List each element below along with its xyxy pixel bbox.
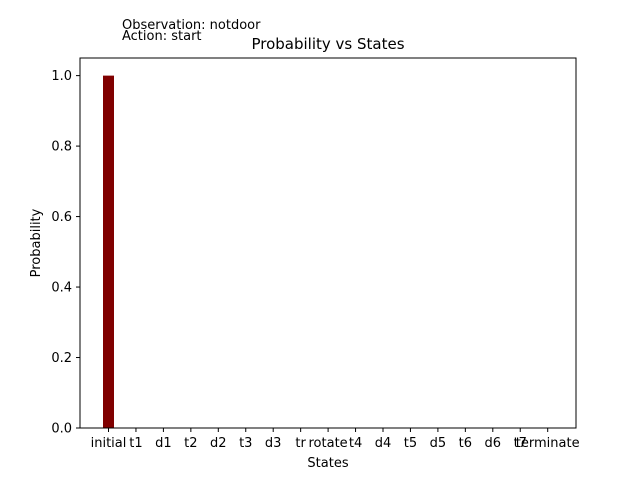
plot-frame: [79, 57, 577, 429]
x-tick-label-d1: d1: [155, 436, 172, 451]
y-tick-label-1.0: 1.0: [51, 69, 72, 84]
bar-initial: [103, 75, 114, 428]
chart-title: Probability vs States: [251, 35, 404, 53]
x-tick-label-t2: t2: [184, 436, 197, 451]
x-tick-label-t7: t7: [514, 436, 527, 451]
y-tick-label-0.2: 0.2: [51, 351, 72, 366]
y-tick-label-0.0: 0.0: [51, 422, 72, 437]
x-tick-label-terminate: terminate: [516, 436, 580, 451]
x-tick-label-t6: t6: [459, 436, 472, 451]
y-axis-label: Probability: [29, 208, 44, 277]
x-tick-label-t1: t1: [129, 436, 142, 451]
x-tick-label-d2: d2: [210, 436, 227, 451]
x-tick-label-t4: t4: [349, 436, 362, 451]
x-tick-label-initial: initial: [91, 436, 127, 451]
observation-annotation: Observation: notdoor: [122, 18, 261, 33]
action-annotation: Action: start: [122, 29, 202, 44]
x-tick-label-d4: d4: [375, 436, 392, 451]
x-tick-label-d6: d6: [485, 436, 502, 451]
y-tick-label-0.8: 0.8: [51, 140, 72, 155]
x-tick-label-tr: tr: [295, 436, 306, 451]
x-axis-label: States: [307, 456, 348, 471]
x-tick-label-rotate: rotate: [309, 436, 348, 451]
y-tick-label-0.4: 0.4: [51, 281, 72, 296]
x-tick-label-t3: t3: [239, 436, 252, 451]
plot-area: initial t1 d1 t2 d2 t3 d3 tr rotate t4 d4 t5 d5 t6 d6 t…: [51, 69, 579, 451]
x-tick-label-d5: d5: [430, 436, 447, 451]
x-tick-label-d3: d3: [265, 436, 282, 451]
x-tick-label-t5: t5: [404, 436, 417, 451]
y-tick-label-0.6: 0.6: [51, 210, 72, 225]
